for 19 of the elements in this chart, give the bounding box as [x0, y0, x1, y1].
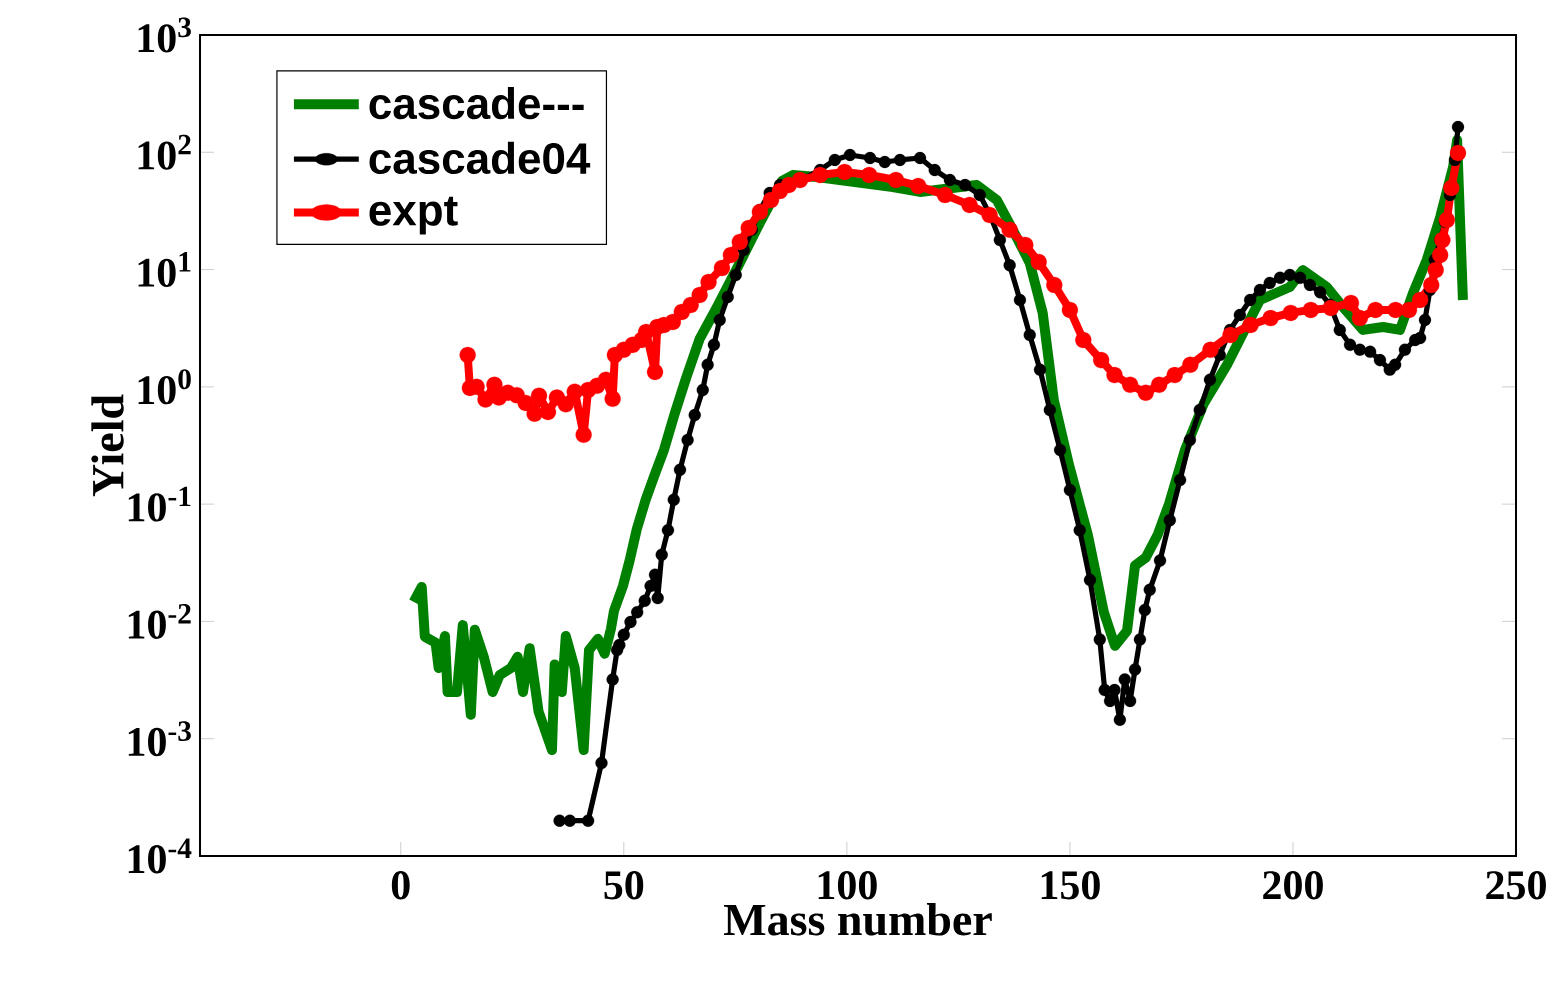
y-tick-label: 10$^{-1}$: [128, 486, 191, 522]
y-tick-label: 10$^{-3}$: [128, 721, 191, 757]
y-tick-label: 10$^{-2}$: [128, 603, 191, 639]
legend-label: expt: [369, 196, 458, 235]
y-axis-title: Yield: [91, 394, 124, 497]
x-tick-label: 50: [604, 871, 644, 900]
legend-label: cascade04: [369, 141, 591, 175]
x-tick-label: 100: [818, 871, 877, 900]
y-tick-label: 10$^{-4}$: [128, 838, 192, 874]
x-tick-label: 150: [1041, 871, 1100, 900]
legend-label: cascade---: [369, 86, 584, 120]
x-tick-label: 0: [391, 871, 410, 900]
y-tick-label: 10$^{2}$: [138, 134, 191, 170]
y-tick-label: 10$^{1}$: [138, 252, 191, 287]
y-tick-label: 10$^{3}$: [138, 17, 191, 53]
x-axis-title: Mass number: [723, 903, 992, 936]
x-tick-label: 200: [1263, 871, 1323, 900]
y-tick-label: 10$^{0}$: [138, 369, 191, 405]
x-tick-label: 250: [1486, 871, 1546, 900]
